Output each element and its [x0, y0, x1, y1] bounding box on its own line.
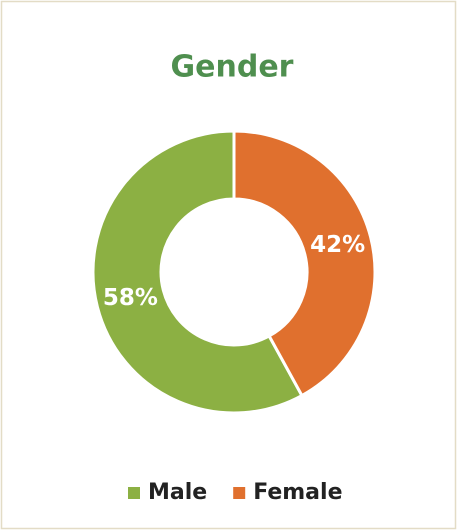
legend-label: Male [148, 480, 207, 505]
data-label: 42% [310, 232, 365, 258]
legend-swatch [233, 487, 246, 499]
legend-label: Female [253, 480, 342, 505]
donut-slice [91, 129, 304, 415]
chart-title: Gender [171, 50, 294, 85]
legend-swatch [128, 487, 140, 499]
data-label: 58% [103, 285, 158, 311]
donut-slice [232, 129, 377, 398]
